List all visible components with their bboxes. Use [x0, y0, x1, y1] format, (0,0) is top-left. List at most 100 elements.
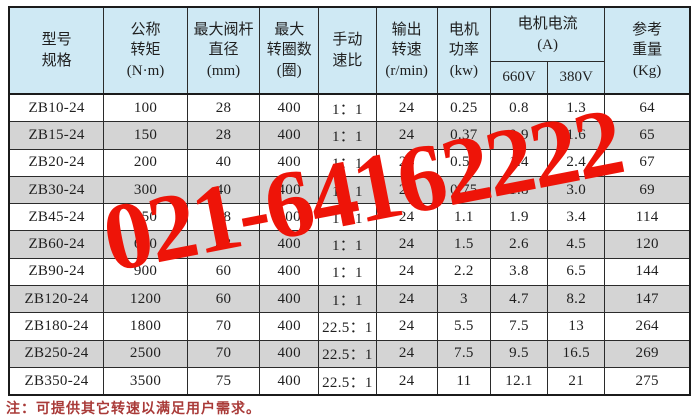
table-cell: 275: [604, 366, 691, 396]
table-cell: 12.1: [489, 366, 549, 396]
table-cell: 0.55: [436, 148, 491, 177]
table-row: ZB60-24 600 48 400 1：1 24 1.5 2.6 4.5 120: [8, 230, 691, 259]
table-cell: 400: [259, 230, 320, 259]
header-turns: 最大 转圈数 (圈): [259, 6, 320, 95]
table-row: ZB350-24 3500 75 400 22.5：1 24 11 12.1 21 275: [8, 366, 691, 396]
table-cell: 600: [103, 230, 188, 259]
table-cell: 2500: [103, 339, 188, 368]
table-cell: 3: [436, 285, 491, 314]
table-cell: 1：1: [318, 203, 377, 232]
table-row: ZB180-24 1800 70 400 22.5：1 24 5.5 7.5 13 264: [8, 312, 691, 341]
table-cell: 100: [103, 93, 188, 123]
table-cell: 4.5: [547, 230, 606, 259]
table-cell: 22.5：1: [318, 312, 377, 341]
table-cell: 24: [375, 285, 438, 314]
table-cell: 7.5: [489, 312, 549, 341]
table-cell: 4.7: [489, 285, 549, 314]
table-cell: 1.4: [489, 148, 549, 177]
table-header: 型号 规格 公称 转矩 (N·m) 最大阀杆 直径 (mm) 最大 转圈数 (圈…: [8, 6, 691, 95]
table-cell: 1800: [103, 312, 188, 341]
table-cell: 400: [259, 366, 320, 396]
table-cell: 24: [375, 203, 438, 232]
table-cell: 0.37: [436, 121, 491, 150]
table-cell: 0.9: [489, 121, 549, 150]
table-cell: 24: [375, 339, 438, 368]
table-cell: 65: [604, 121, 691, 150]
table-cell: 400: [259, 175, 320, 205]
table-cell: 114: [604, 203, 691, 232]
table-cell: 28: [186, 121, 261, 150]
table-cell: 264: [604, 312, 691, 341]
table-cell: 400: [259, 93, 320, 123]
table-cell: 64: [604, 93, 691, 123]
table-cell: 300: [103, 175, 188, 205]
table-row: ZB90-24 900 60 400 1：1 24 2.2 3.8 6.5 144: [8, 257, 691, 287]
table-cell: 3.8: [489, 257, 549, 287]
table-cell: 900: [103, 257, 188, 287]
table-cell: 1200: [103, 285, 188, 314]
table-cell: 1.9: [489, 203, 549, 232]
table-cell: 22.5：1: [318, 339, 377, 368]
table-cell: 1.5: [436, 230, 491, 259]
header-current: 电机电流 (A): [489, 6, 606, 62]
table-cell: 450: [103, 203, 188, 232]
table-cell: ZB250-24: [8, 339, 105, 368]
table-cell: 1.3: [547, 93, 606, 123]
table-row: ZB20-24 200 40 400 1：1 24 0.55 1.4 2.4 67: [8, 148, 691, 177]
table-cell: ZB350-24: [8, 366, 105, 396]
table-row: ZB30-24 300 40 400 1：1 24 0.75 1.8 3.0 69: [8, 175, 691, 205]
table-cell: 67: [604, 148, 691, 177]
actuator-spec-table: 型号 规格 公称 转矩 (N·m) 最大阀杆 直径 (mm) 最大 转圈数 (圈…: [8, 6, 691, 397]
table-cell: 13: [547, 312, 606, 341]
header-weight: 参考 重量 (Kg): [604, 6, 691, 95]
table-cell: 24: [375, 366, 438, 396]
table-cell: 3.0: [547, 175, 606, 205]
table-cell: 400: [259, 285, 320, 314]
table-row: ZB120-24 1200 60 400 1：1 24 3 4.7 8.2 147: [8, 285, 691, 314]
table-cell: 400: [259, 312, 320, 341]
footnote: 注：可提供其它转速以满足用户需求。: [6, 401, 261, 417]
table-cell: 21: [547, 366, 606, 396]
table-cell: 60: [186, 257, 261, 287]
table-cell: 40: [186, 148, 261, 177]
table-cell: 22.5：1: [318, 366, 377, 396]
table-cell: 1.1: [436, 203, 491, 232]
table-cell: ZB20-24: [8, 148, 105, 177]
table-cell: 60: [186, 285, 261, 314]
table-cell: 70: [186, 339, 261, 368]
table-row: ZB250-24 2500 70 400 22.5：1 24 7.5 9.5 16.5 269: [8, 339, 691, 368]
table-cell: 147: [604, 285, 691, 314]
table-cell: 1：1: [318, 121, 377, 150]
header-380v: 380V: [547, 61, 606, 95]
table-cell: ZB180-24: [8, 312, 105, 341]
table-cell: 28: [186, 93, 261, 123]
table-cell: 5.5: [436, 312, 491, 341]
table-cell: ZB45-24: [8, 203, 105, 232]
header-stem: 最大阀杆 直径 (mm): [186, 6, 261, 95]
table-cell: 48: [186, 230, 261, 259]
table-cell: 1.8: [489, 175, 549, 205]
table-cell: 0.25: [436, 93, 491, 123]
table-cell: ZB15-24: [8, 121, 105, 150]
table-cell: 144: [604, 257, 691, 287]
table-cell: 200: [103, 148, 188, 177]
table-cell: 1：1: [318, 148, 377, 177]
table-row: ZB10-24 100 28 400 1：1 24 0.25 0.8 1.3 64: [8, 93, 691, 123]
header-model: 型号 规格: [8, 6, 105, 95]
table-cell: 6.5: [547, 257, 606, 287]
table-cell: 48: [186, 203, 261, 232]
table-cell: 24: [375, 175, 438, 205]
table-cell: 24: [375, 148, 438, 177]
table-row: ZB45-24 450 48 400 1：1 24 1.1 1.9 3.4 114: [8, 203, 691, 232]
table-cell: 24: [375, 230, 438, 259]
table-cell: 24: [375, 312, 438, 341]
table-cell: 400: [259, 257, 320, 287]
table-cell: 120: [604, 230, 691, 259]
table-cell: 75: [186, 366, 261, 396]
table-cell: 2.2: [436, 257, 491, 287]
header-power: 电机 功率 (kw): [436, 6, 491, 95]
table-cell: 16.5: [547, 339, 606, 368]
table-cell: 1.6: [547, 121, 606, 150]
table-cell: 40: [186, 175, 261, 205]
table-cell: 1：1: [318, 285, 377, 314]
